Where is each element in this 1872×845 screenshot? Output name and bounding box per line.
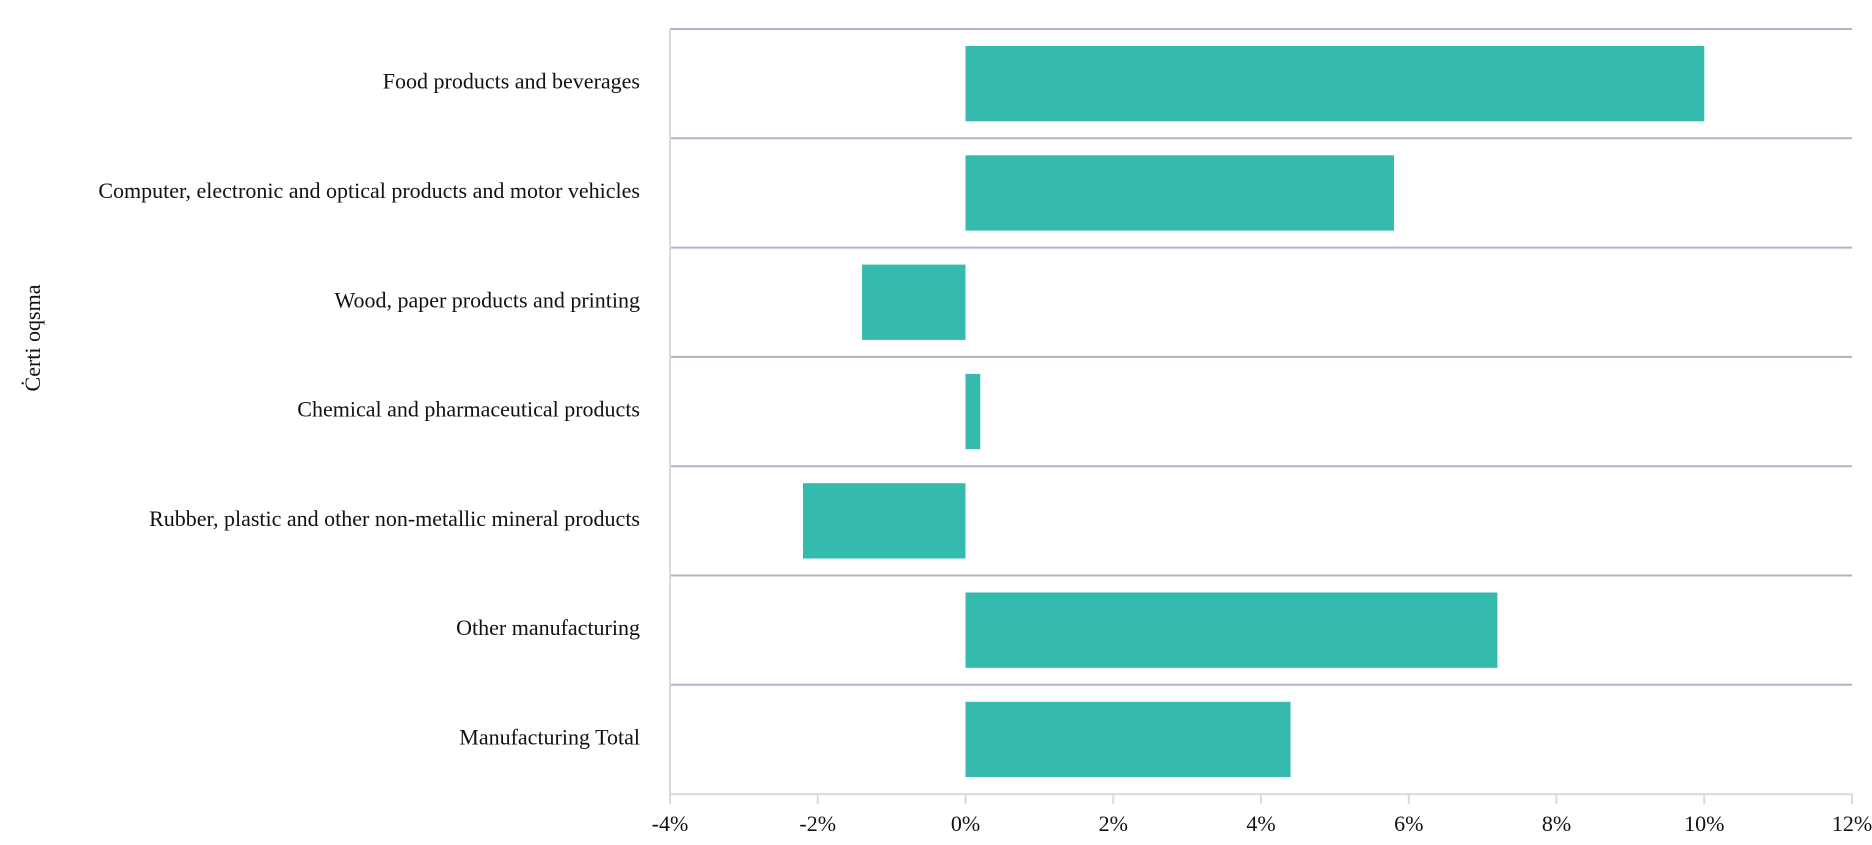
x-tick-label: 2% bbox=[1099, 811, 1128, 836]
x-tick-label: 12% bbox=[1832, 811, 1872, 836]
category-label: Wood, paper products and printing bbox=[334, 287, 640, 312]
category-labels: Food products and beverages Computer, ele… bbox=[98, 69, 640, 750]
bar bbox=[965, 155, 1394, 231]
y-axis-label: Ċerti oqsma bbox=[20, 284, 45, 391]
x-tick-label: 6% bbox=[1394, 811, 1423, 836]
x-tick-label: 4% bbox=[1246, 811, 1275, 836]
x-tick-label: 8% bbox=[1542, 811, 1571, 836]
bar bbox=[802, 483, 966, 559]
bar bbox=[862, 264, 966, 340]
bars-group bbox=[802, 46, 1705, 778]
bar bbox=[965, 701, 1291, 778]
bar bbox=[965, 46, 1705, 122]
category-label: Manufacturing Total bbox=[459, 724, 640, 749]
x-axis: -4% -2% 0% 2% 4% 6% 8% 10% 12% bbox=[652, 794, 1872, 836]
bar bbox=[965, 592, 1498, 668]
category-label: Other manufacturing bbox=[456, 615, 640, 640]
category-label: Chemical and pharmaceutical products bbox=[297, 397, 640, 422]
bar bbox=[965, 373, 981, 450]
category-label: Rubber, plastic and other non-metallic m… bbox=[149, 506, 640, 531]
x-tick-label: -2% bbox=[799, 811, 836, 836]
category-label: Computer, electronic and optical product… bbox=[98, 178, 640, 203]
x-tick-label: 10% bbox=[1684, 811, 1724, 836]
x-tick-label: 0% bbox=[951, 811, 980, 836]
x-tick-label: -4% bbox=[652, 811, 689, 836]
category-separators bbox=[669, 28, 1852, 796]
category-label: Food products and beverages bbox=[383, 69, 640, 94]
